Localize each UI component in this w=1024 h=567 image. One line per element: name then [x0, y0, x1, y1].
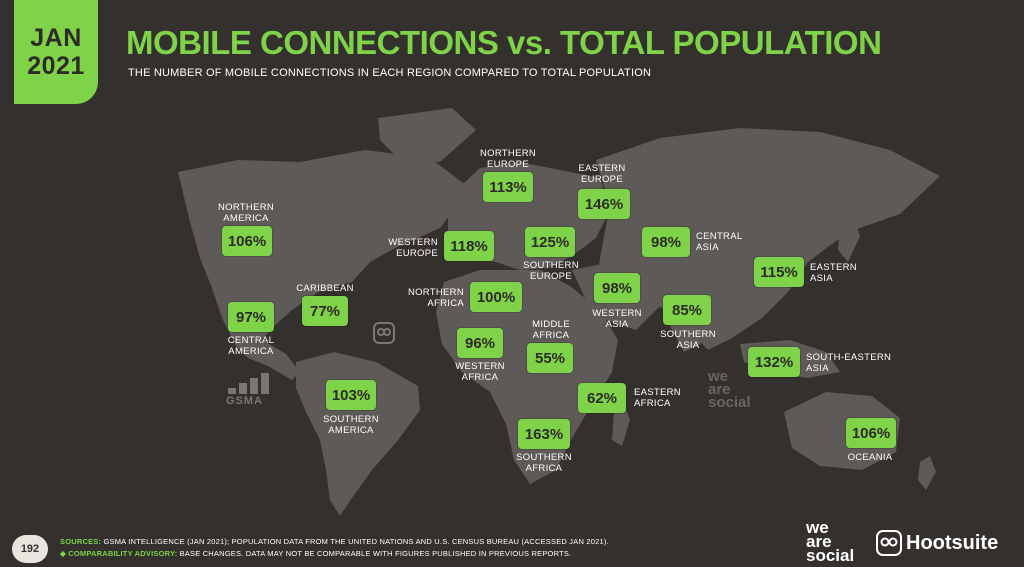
gsma-logo-bars	[228, 373, 269, 394]
page-subtitle: THE NUMBER OF MOBILE CONNECTIONS IN EACH…	[128, 67, 652, 79]
sources-text: GSMA INTELLIGENCE (JAN 2021); POPULATION…	[101, 537, 609, 546]
new-zealand-shape	[918, 456, 936, 490]
australia-shape	[784, 392, 900, 470]
value-eastern-europe: 146%	[578, 189, 630, 219]
date-badge: JAN 2021	[14, 0, 98, 104]
page-title: MOBILE CONNECTIONS vs. TOTAL POPULATION	[126, 24, 882, 61]
label-eastern-asia: EASTERN ASIA	[810, 262, 857, 284]
central-america-shape	[236, 340, 300, 380]
advisory-label: ◆ COMPARABILITY ADVISORY:	[60, 549, 178, 558]
value-eastern-africa: 62%	[578, 383, 626, 413]
label-western-europe: WESTERN EUROPE	[388, 237, 438, 259]
value-eastern-asia: 115%	[754, 257, 804, 287]
value-southern-africa: 163%	[518, 419, 570, 449]
owl-watermark-icon	[373, 322, 395, 344]
greenland-shape	[378, 108, 476, 162]
label-western-asia: WESTERN ASIA	[592, 308, 642, 330]
value-northern-africa: 100%	[470, 282, 522, 312]
value-southern-europe: 125%	[525, 227, 575, 257]
value-oceania: 106%	[846, 418, 896, 448]
japan-shape	[838, 212, 860, 262]
date-month: JAN	[30, 24, 82, 52]
label-southern-europe: SOUTHERN EUROPE	[523, 260, 579, 282]
madagascar-shape	[612, 404, 630, 446]
hootsuite-owl-icon	[876, 530, 902, 556]
hootsuite-logo: Hootsuite	[876, 530, 998, 556]
label-southern-america: SOUTHERN AMERICA	[323, 414, 379, 436]
value-northern-america: 106%	[222, 226, 272, 256]
label-northern-europe: NORTHERN EUROPE	[479, 148, 537, 170]
label-eastern-africa: EASTERN AFRICA	[634, 387, 681, 409]
we-are-social-logo: we are social	[806, 518, 855, 565]
value-south-eastern-asia: 132%	[748, 347, 800, 377]
sources-label: SOURCES:	[60, 537, 102, 546]
value-western-europe: 118%	[444, 231, 494, 261]
sources-note: SOURCES: GSMA INTELLIGENCE (JAN 2021); P…	[60, 537, 609, 546]
label-central-america: CENTRAL AMERICA	[227, 335, 275, 357]
value-western-africa: 96%	[457, 328, 503, 358]
label-southern-asia: SOUTHERN ASIA	[660, 329, 716, 351]
north-america-shape	[178, 150, 470, 352]
label-northern-africa: NORTHERN AFRICA	[407, 287, 464, 309]
value-southern-asia: 85%	[663, 295, 711, 325]
label-western-africa: WESTERN AFRICA	[455, 361, 505, 383]
value-central-america: 97%	[228, 302, 274, 332]
value-middle-africa: 55%	[527, 343, 573, 373]
value-central-asia: 98%	[642, 227, 690, 257]
value-caribbean: 77%	[302, 296, 348, 326]
label-northern-america: NORTHERN AMERICA	[217, 202, 275, 224]
label-oceania: OCEANIA	[847, 452, 893, 463]
value-western-asia: 98%	[594, 273, 640, 303]
advisory-text: BASE CHANGES. DATA MAY NOT BE COMPARABLE…	[177, 549, 572, 558]
hootsuite-wordmark: Hootsuite	[906, 531, 999, 554]
label-caribbean: CARIBBEAN	[296, 283, 354, 294]
date-year: 2021	[27, 52, 85, 80]
we-are-social-watermark: we are social	[708, 368, 751, 411]
page-number: 192	[12, 535, 48, 563]
africa-shape	[436, 270, 618, 484]
gsma-watermark: GSMA	[226, 395, 263, 407]
label-southern-africa: SOUTHERN AFRICA	[516, 452, 572, 474]
label-middle-africa: MIDDLE AFRICA	[532, 319, 570, 341]
value-northern-europe: 113%	[483, 172, 533, 202]
label-central-asia: CENTRAL ASIA	[696, 231, 743, 253]
label-eastern-europe: EASTERN EUROPE	[578, 163, 626, 185]
value-southern-america: 103%	[326, 380, 376, 410]
comparability-advisory: ◆ COMPARABILITY ADVISORY: BASE CHANGES. …	[60, 549, 571, 558]
label-south-eastern-asia: SOUTH-EASTERN ASIA	[806, 352, 892, 374]
